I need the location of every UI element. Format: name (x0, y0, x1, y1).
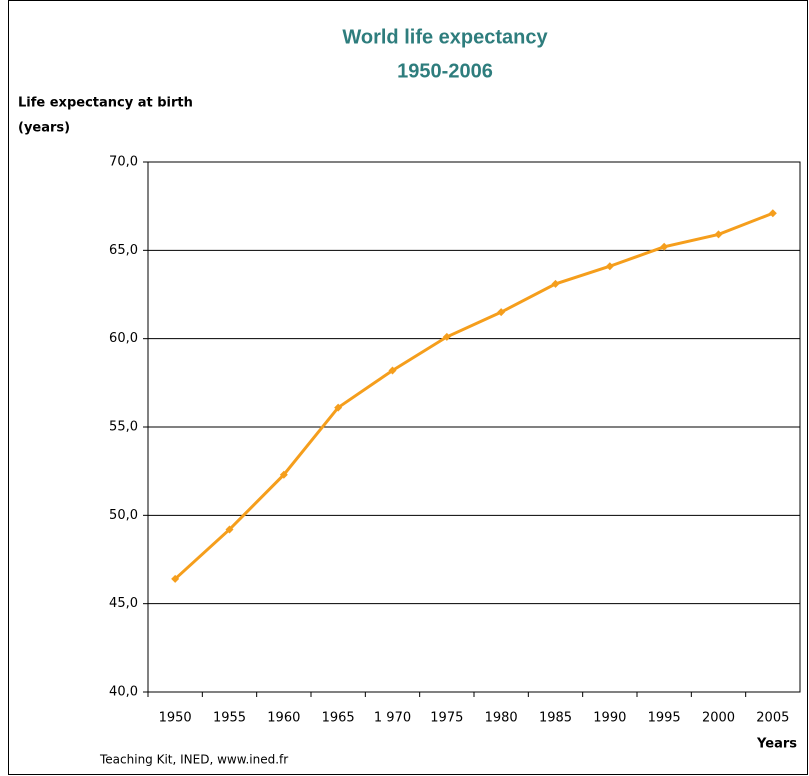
x-tick-label: 1990 (593, 711, 626, 726)
y-axis-label: (years) (18, 121, 70, 136)
x-tick-label: 1960 (267, 711, 300, 726)
point (225, 525, 234, 534)
point (768, 209, 777, 218)
y-axis-label: Life expectancy at birth (18, 96, 193, 111)
point (442, 332, 451, 341)
x-tick-label: 1980 (485, 711, 518, 726)
y-tick-label: 50,0 (109, 508, 138, 523)
x-tick-label: 1955 (213, 711, 246, 726)
source: Teaching Kit, INED, www.ined.fr (99, 753, 288, 767)
x-tick-label: 2000 (702, 711, 735, 726)
y-tick-label: 70,0 (109, 155, 138, 170)
x-tick-label: 1975 (430, 711, 463, 726)
chart-title: World life expectancy (342, 26, 548, 48)
point (551, 279, 560, 288)
x-tick-label: 1950 (159, 711, 192, 726)
y-tick-label: 40,0 (109, 685, 138, 700)
x-tick-label: 1995 (648, 711, 681, 726)
chart-subtitle: 1950-2006 (397, 60, 493, 82)
series-line (174, 211, 774, 581)
x-tick-label: 1965 (322, 711, 355, 726)
point (660, 242, 669, 251)
point (171, 574, 180, 583)
y-tick-label: 65,0 (109, 243, 138, 258)
point (497, 308, 506, 317)
point (279, 470, 288, 479)
point (714, 230, 723, 239)
x-axis-label: Years (756, 737, 797, 752)
x-tick-label: 1985 (539, 711, 572, 726)
x-tick-label: 2005 (756, 711, 789, 726)
y-tick-label: 55,0 (109, 420, 138, 435)
y-tick-label: 60,0 (109, 331, 138, 346)
point (605, 262, 614, 271)
point (388, 366, 397, 375)
y-tick-label: 45,0 (109, 596, 138, 611)
x-tick-label: 1 970 (374, 711, 411, 726)
point (334, 403, 343, 412)
